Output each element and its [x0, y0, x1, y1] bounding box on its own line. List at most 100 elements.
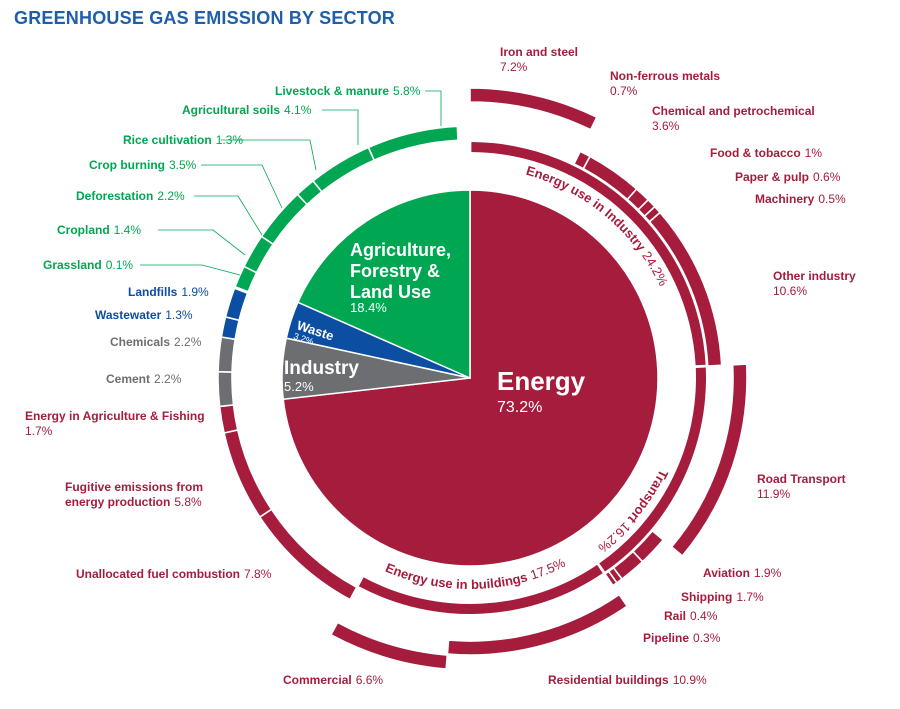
outer-segment-chemicals — [217, 336, 237, 373]
middle-arc-transport — [599, 367, 706, 572]
label-line: Land Use — [350, 282, 431, 302]
inner-value-energy: 73.2% — [497, 399, 542, 416]
label-name: Chemicals — [110, 335, 170, 349]
outer-segment-road-transport — [670, 363, 748, 558]
label-landfills: Landfills 1.9% — [128, 285, 209, 299]
label-wastewater: Wastewater 1.3% — [95, 308, 193, 322]
inner-value-agriculture: 18.4% — [350, 300, 387, 315]
label-value: 5.8% — [174, 495, 202, 509]
label-aviation: Aviation 1.9% — [703, 566, 782, 580]
label-cropland: Cropland 1.4% — [57, 223, 141, 237]
label-rice-cultivation: Rice cultivation 1.3% — [123, 133, 243, 147]
label-name: Grassland — [43, 258, 102, 272]
label-value: 0.1% — [106, 258, 134, 272]
label-deforestation: Deforestation 2.2% — [76, 189, 185, 203]
label-name: Cropland — [57, 223, 110, 237]
leader-deforestation — [194, 195, 263, 236]
page-title: GREENHOUSE GAS EMISSION BY SECTOR — [14, 8, 396, 28]
label-name: Paper & pulp — [735, 170, 809, 184]
leader-cropland — [158, 229, 246, 256]
label-agricultural-soils: Agricultural soils 4.1% — [182, 103, 312, 117]
label-value: 0.4% — [690, 609, 718, 623]
outer-labels: Iron and steel 7.2% Non-ferrous metals 0.7%… — [25, 45, 856, 687]
label-food-and-tobacco: Food & tobacco 1% — [710, 146, 822, 160]
outer-segment-other-industry — [648, 211, 723, 367]
label-name: Wastewater — [95, 308, 162, 322]
outer-segment-fugitive-emissions-from-energy-production — [223, 428, 273, 519]
inner-slice-agriculture-forestry-and-land-use — [296, 189, 471, 380]
label-name: Shipping — [681, 590, 732, 604]
label-unallocated-fuel-combustion: Unallocated fuel combustion 7.8% — [76, 567, 272, 581]
label-cement: Cement 2.2% — [106, 372, 182, 386]
middle-ring — [358, 142, 706, 614]
inner-label-energy: Energy — [497, 366, 586, 396]
label-value: 7.2% — [500, 60, 528, 74]
label-iron-and-steel: Iron and steel 7.2% — [500, 45, 578, 74]
label-name: energy production — [65, 495, 170, 509]
label-value: 3.5% — [169, 158, 197, 172]
label-shipping: Shipping 1.7% — [681, 590, 764, 604]
label-value: 1% — [805, 146, 823, 160]
outer-segment-landfills — [224, 287, 249, 322]
label-name: Livestock & manure — [275, 84, 389, 98]
outer-segment-iron-and-steel — [469, 87, 598, 131]
label-value: 1.4% — [114, 223, 142, 237]
label-value: 2.2% — [174, 335, 202, 349]
label-non-ferrous-metals: Non-ferrous metals 0.7% — [610, 69, 720, 98]
label-value: 1.7% — [25, 424, 53, 438]
outer-segment-livestock-and-manure — [367, 125, 459, 162]
label-name: Road Transport — [757, 472, 846, 486]
leader-agricultural-soils — [322, 109, 359, 145]
label-value: 0.5% — [818, 192, 846, 206]
inner-label-industry: Industry — [284, 358, 359, 379]
outer-segment-crop-burning — [260, 193, 309, 246]
label-paper-and-pulp: Paper & pulp 0.6% — [735, 170, 841, 184]
label-energy-in-agriculture-and-fishing: Energy in Agriculture & Fishing 1.7% — [25, 409, 205, 438]
label-name: Commercial — [283, 673, 352, 687]
label-value: 1.9% — [754, 566, 782, 580]
label-name: Fugitive emissions from — [65, 480, 203, 494]
label-fugitive-emissions-from-energy-production: Fugitive emissions from energy production… — [65, 480, 203, 509]
label-value: 0.7% — [610, 84, 638, 98]
label-name: Crop burning — [89, 158, 165, 172]
outer-segment-agricultural-soils — [311, 146, 376, 193]
label-name: Machinery — [755, 192, 815, 206]
label-rail: Rail 0.4% — [664, 609, 718, 623]
label-line: Agriculture, — [350, 240, 451, 260]
outer-segment-energy-in-agriculture-and-fishing — [218, 403, 239, 434]
label-value: 2.2% — [154, 372, 182, 386]
label-name: Rail — [664, 609, 686, 623]
label-value: 1.9% — [181, 285, 209, 299]
label-name: Agricultural soils — [182, 103, 280, 117]
label-name: Landfills — [128, 285, 178, 299]
label-value: 1.3% — [216, 133, 244, 147]
label-livestock-and-manure: Livestock & manure 5.8% — [275, 84, 421, 98]
inner-label-agriculture: Agriculture, Forestry & Land Use — [350, 240, 451, 302]
label-chemical-and-petrochemical: Chemical and petrochemical 3.6% — [652, 104, 815, 133]
label-value: 5.8% — [393, 84, 421, 98]
label-name: Iron and steel — [500, 45, 578, 59]
outer-segment-residential-buildings — [446, 593, 629, 656]
label-value: 1.3% — [165, 308, 193, 322]
label-name: Aviation — [703, 566, 750, 580]
outer-segment-cement — [217, 370, 235, 408]
label-value: 4.1% — [284, 103, 312, 117]
outer-ring — [217, 87, 748, 670]
label-name: Residential buildings — [548, 673, 669, 687]
label-other-industry: Other industry 10.6% — [773, 269, 856, 298]
label-value: 7.8% — [244, 567, 272, 581]
label-value: 0.6% — [813, 170, 841, 184]
label-pipeline: Pipeline 0.3% — [643, 631, 721, 645]
leader-lines — [140, 90, 442, 276]
middle-arc-energy-use-in-buildings — [358, 564, 603, 614]
label-commercial: Commercial 6.6% — [283, 673, 383, 687]
label-name: Pipeline — [643, 631, 689, 645]
label-machinery: Machinery 0.5% — [755, 192, 846, 206]
outer-segment-commercial — [329, 621, 449, 670]
label-value: 6.6% — [356, 673, 384, 687]
leader-crop-burning — [201, 164, 283, 209]
label-name: Other industry — [773, 269, 856, 283]
label-road-transport: Road Transport 11.9% — [757, 472, 846, 501]
